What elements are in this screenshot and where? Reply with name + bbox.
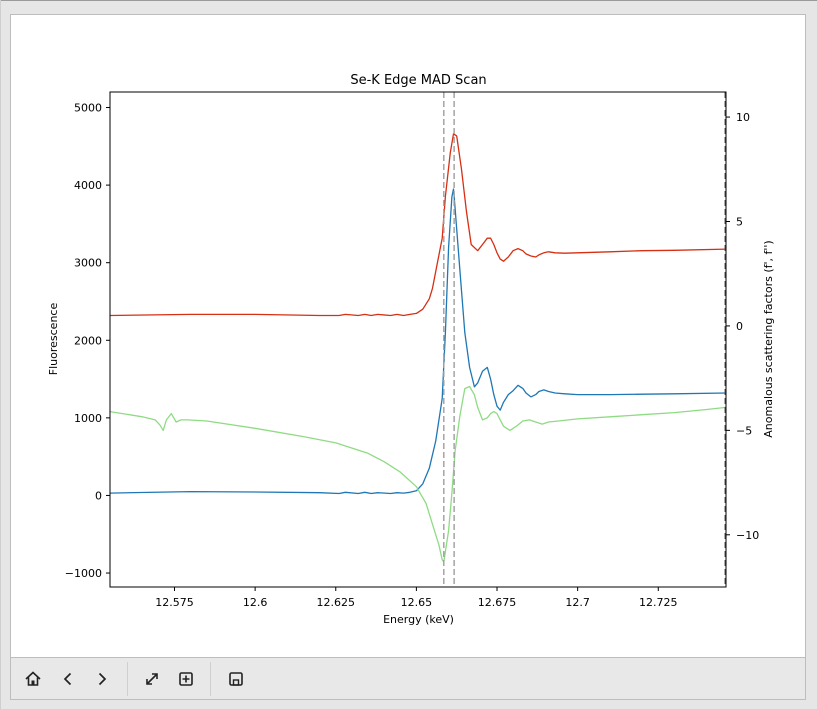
fluorescence-series-line — [110, 188, 726, 495]
pan-icon — [146, 673, 158, 685]
forward-button[interactable] — [90, 667, 114, 691]
y-tick-label: 0 — [95, 489, 102, 502]
figure-canvas — [10, 14, 806, 658]
x-tick-label: 12.575 — [155, 596, 194, 609]
x-tick-label: 12.7 — [565, 596, 590, 609]
home-icon — [25, 671, 41, 686]
x-tick-label: 12.65 — [401, 596, 433, 609]
forward-icon — [98, 672, 107, 686]
x-tick-label: 12.625 — [317, 596, 356, 609]
back-icon — [63, 672, 72, 686]
home-button[interactable] — [21, 667, 45, 691]
y-tick-label: 4000 — [74, 179, 102, 192]
window-top-border — [0, 0, 817, 1]
y-tick-label: 1000 — [74, 412, 102, 425]
plot-frame — [109, 91, 727, 588]
y-axis-label: Fluorescence — [47, 303, 60, 376]
x-tick-label: 12.6 — [243, 596, 268, 609]
x-tick-label: 12.725 — [639, 596, 678, 609]
back-button[interactable] — [56, 667, 80, 691]
x-axis-label: Energy (keV) — [383, 613, 454, 626]
y-tick-label: 5000 — [74, 102, 102, 115]
save-icon — [229, 672, 243, 686]
y2-tick-label: 0 — [736, 320, 743, 333]
window-left-border — [0, 0, 1, 709]
y-tick-label: 3000 — [74, 257, 102, 270]
x-tick-label: 12.675 — [478, 596, 517, 609]
f-prime-series-line — [110, 385, 726, 563]
zoom-button[interactable] — [174, 667, 198, 691]
chart-title: Se-K Edge MAD Scan — [350, 73, 486, 88]
y2-tick-label: 5 — [736, 215, 743, 228]
zoom-icon — [179, 672, 193, 686]
pan-button[interactable] — [140, 667, 164, 691]
y2-axis-label: Anomalous scattering factors (f', f'') — [762, 240, 775, 437]
y-tick-label: 2000 — [74, 334, 102, 347]
y2-tick-label: −10 — [736, 529, 759, 542]
y2-tick-label: 10 — [736, 111, 750, 124]
y2-tick-label: −5 — [736, 424, 752, 437]
toolbar-separator — [210, 662, 211, 696]
navigation-toolbar — [10, 658, 806, 700]
save-button[interactable] — [224, 667, 248, 691]
f-double-prime-series-line — [110, 133, 726, 317]
toolbar-separator — [127, 662, 128, 696]
y-tick-label: −1000 — [65, 567, 102, 580]
